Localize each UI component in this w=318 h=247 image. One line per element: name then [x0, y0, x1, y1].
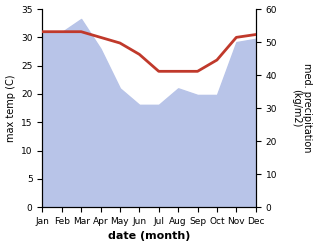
X-axis label: date (month): date (month): [108, 231, 190, 242]
Y-axis label: med. precipitation
(kg/m2): med. precipitation (kg/m2): [291, 63, 313, 153]
Y-axis label: max temp (C): max temp (C): [5, 74, 16, 142]
